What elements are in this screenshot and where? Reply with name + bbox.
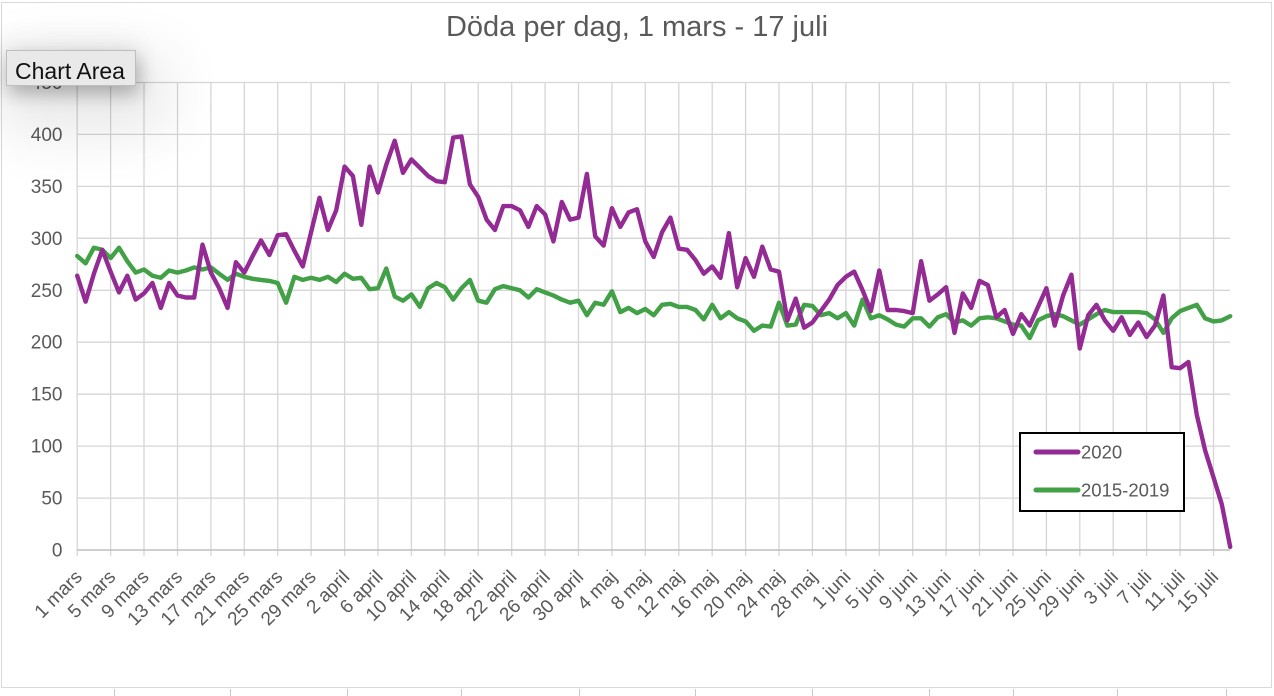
svg-text:150: 150 (31, 385, 63, 406)
svg-text:2020: 2020 (1081, 442, 1122, 463)
svg-text:50: 50 (41, 489, 62, 510)
svg-text:100: 100 (31, 437, 63, 458)
svg-text:250: 250 (31, 281, 63, 302)
svg-text:2015-2019: 2015-2019 (1081, 480, 1169, 501)
svg-text:400: 400 (31, 125, 63, 146)
svg-text:350: 350 (31, 177, 63, 198)
svg-text:300: 300 (31, 229, 63, 250)
svg-text:0: 0 (52, 541, 63, 562)
svg-text:200: 200 (31, 333, 63, 354)
svg-text:3 juli: 3 juli (1080, 567, 1122, 609)
